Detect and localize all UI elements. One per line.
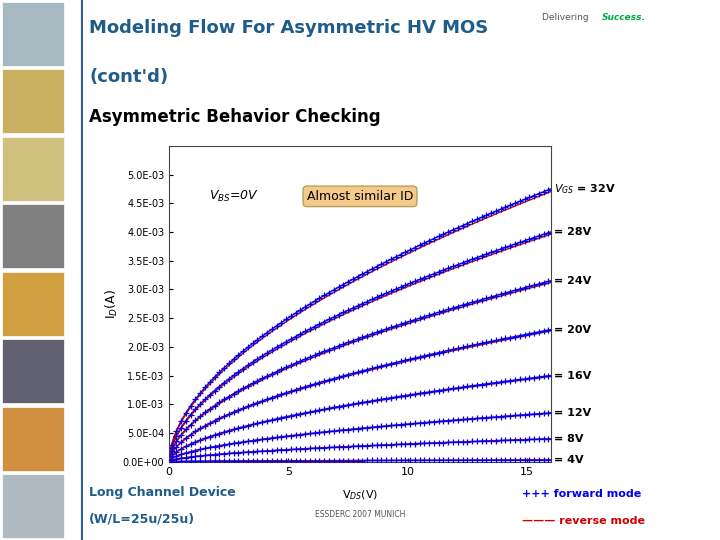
Text: Success.: Success. [602, 14, 646, 23]
Bar [1, 272, 64, 336]
Bar [1, 339, 64, 403]
Text: (W/L=25u/25u): (W/L=25u/25u) [89, 513, 195, 526]
Text: $V_{BS}$=0V: $V_{BS}$=0V [209, 189, 259, 204]
Text: Delivering: Delivering [541, 14, 591, 23]
Bar [1, 69, 64, 133]
Text: = 8V: = 8V [554, 434, 584, 444]
Text: 8: 8 [697, 514, 707, 529]
Text: = 20V: = 20V [554, 325, 592, 335]
Text: +++ forward mode: +++ forward mode [523, 489, 642, 499]
Bar [1, 2, 64, 66]
Text: Almost similar ID: Almost similar ID [307, 190, 413, 203]
Bar [1, 204, 64, 268]
Text: ESSDERC 2007 MUNICH: ESSDERC 2007 MUNICH [315, 510, 405, 519]
Text: = 16V: = 16V [554, 370, 592, 381]
Bar [1, 137, 64, 201]
Text: = 4V: = 4V [554, 455, 584, 465]
Y-axis label: I$_D$(A): I$_D$(A) [104, 289, 120, 319]
Text: Long Channel Device: Long Channel Device [89, 486, 236, 499]
Bar [1, 407, 64, 471]
Text: ——— reverse mode: ——— reverse mode [523, 516, 645, 526]
Text: Modeling Flow For Asymmetric HV MOS: Modeling Flow For Asymmetric HV MOS [89, 19, 488, 37]
Text: = 12V: = 12V [554, 408, 592, 418]
Text: V$_{DS}$(V): V$_{DS}$(V) [342, 489, 378, 502]
Text: = 28V: = 28V [554, 227, 592, 237]
Text: Asymmetric Behavior Checking: Asymmetric Behavior Checking [89, 108, 381, 126]
Text: = 24V: = 24V [554, 276, 592, 286]
Text: $V_{GS}$ = 32V: $V_{GS}$ = 32V [554, 182, 616, 196]
Text: (cont'd): (cont'd) [89, 68, 168, 85]
Bar [1, 474, 64, 538]
